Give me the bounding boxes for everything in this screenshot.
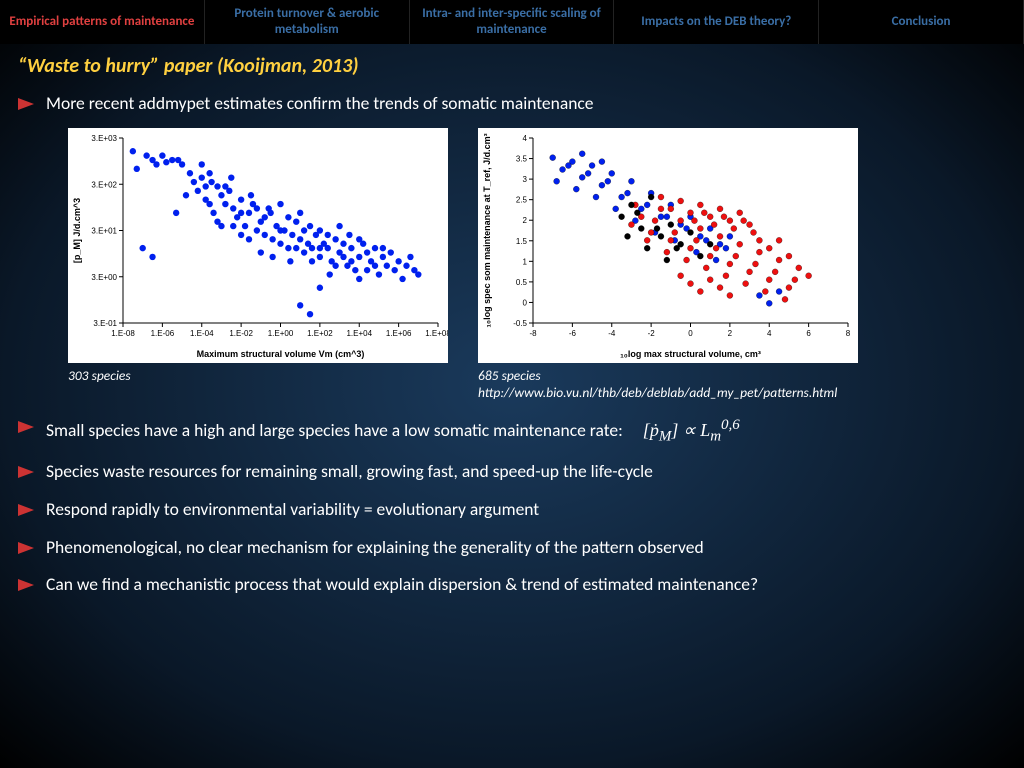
tab[interactable]: Conclusion: [819, 0, 1024, 44]
bullet-row: Phenomenological, no clear mechanism for…: [18, 536, 1006, 560]
bullet-text: Small species have a high and large spec…: [46, 415, 740, 447]
bullet-row: Species waste resources for remaining sm…: [18, 460, 1006, 484]
svg-text:₁₀log spec som maintenance at: ₁₀log spec som maintenance at T_ref, J/d…: [482, 133, 492, 327]
chart1-caption: 303 species: [68, 367, 448, 384]
bullet-row: Small species have a high and large spec…: [18, 415, 1006, 447]
svg-text:3.E+00: 3.E+00: [91, 272, 117, 281]
chart2-caption-text: 685 species: [478, 367, 541, 384]
svg-text:1.E+06: 1.E+06: [386, 329, 412, 338]
svg-text:6: 6: [806, 329, 811, 338]
svg-text:3.E+01: 3.E+01: [91, 226, 117, 235]
tab[interactable]: Empirical patterns of maintenance: [0, 0, 205, 44]
svg-text:2.5: 2.5: [516, 195, 528, 204]
svg-text:1.E+02: 1.E+02: [307, 329, 333, 338]
svg-text:[p_M] J/d.cm^3: [p_M] J/d.cm^3: [72, 197, 82, 262]
svg-text:1.E+04: 1.E+04: [346, 329, 372, 338]
svg-text:0: 0: [523, 298, 528, 307]
bullet-text: Phenomenological, no clear mechanism for…: [46, 536, 704, 560]
svg-text:-2: -2: [648, 329, 656, 338]
lead-bullet: More recent addmypet estimates confirm t…: [18, 92, 1006, 116]
arrow-icon: [18, 466, 34, 478]
svg-text:-4: -4: [608, 329, 616, 338]
svg-text:1.E+00: 1.E+00: [268, 329, 294, 338]
svg-text:1.E-02: 1.E-02: [229, 329, 253, 338]
chart1: 1.E-08 1.E-06 1.E-04 1.E-02 1.E+00 1.E+02 1.E+…: [68, 128, 448, 363]
chart1-wrap: 1.E-08 1.E-06 1.E-04 1.E-02 1.E+00 1.E+02 1.E+…: [68, 128, 448, 401]
svg-text:-8: -8: [529, 329, 537, 338]
bullets-lower: Small species have a high and large spec…: [18, 415, 1006, 597]
arrow-icon: [18, 421, 34, 433]
svg-text:0: 0: [688, 329, 693, 338]
svg-text:3.E+03: 3.E+03: [91, 134, 117, 143]
svg-text:₁₀log max structural volume, c: ₁₀log max structural volume, cm³: [620, 349, 761, 359]
tab-bar: Empirical patterns of maintenanceProtein…: [0, 0, 1024, 44]
bullet-row: Respond rapidly to environmental variabi…: [18, 498, 1006, 522]
svg-text:3.E-01: 3.E-01: [93, 319, 117, 328]
bullet-row: Can we find a mechanistic process that w…: [18, 573, 1006, 597]
formula: [ṗM] ∝ Lm0,6: [643, 420, 740, 440]
tab[interactable]: Impacts on the DEB theory?: [614, 0, 819, 44]
arrow-icon: [18, 579, 34, 591]
svg-text:-6: -6: [569, 329, 577, 338]
svg-text:2: 2: [523, 216, 528, 225]
arrow-icon: [18, 542, 34, 554]
svg-text:4: 4: [523, 134, 528, 143]
svg-text:3: 3: [523, 175, 528, 184]
tab[interactable]: Intra- and inter-specific scaling of mai…: [410, 0, 615, 44]
slide-title: “Waste to hurry” paper (Kooijman, 2013): [18, 54, 1006, 78]
svg-text:Maximum structural volume Vm (: Maximum structural volume Vm (cm^3): [197, 349, 365, 359]
svg-text:0.5: 0.5: [516, 278, 528, 287]
arrow-icon: [18, 504, 34, 516]
svg-text:2: 2: [728, 329, 733, 338]
chart2-caption-url: http://www.bio.vu.nl/thb/deb/deblab/add_…: [478, 384, 837, 401]
arrow-icon: [18, 98, 34, 110]
lead-bullet-text: More recent addmypet estimates confirm t…: [46, 92, 594, 116]
svg-text:4: 4: [767, 329, 772, 338]
bullet-text: Species waste resources for remaining sm…: [46, 460, 653, 484]
svg-text:1.E-08: 1.E-08: [111, 329, 135, 338]
tab[interactable]: Protein turnover & aerobic metabolism: [205, 0, 410, 44]
chart2: -8 -6 -4 -2 0 2 4 6 8 -0.5 0 0.5 1 1.5 2 2.5 3 3.5 4 ₁₀log …: [478, 128, 858, 363]
bullet-text: Respond rapidly to environmental variabi…: [46, 498, 539, 522]
svg-text:1.E+08: 1.E+08: [425, 329, 448, 338]
charts-row: 1.E-08 1.E-06 1.E-04 1.E-02 1.E+00 1.E+02 1.E+…: [68, 128, 1006, 401]
chart2-wrap: -8 -6 -4 -2 0 2 4 6 8 -0.5 0 0.5 1 1.5 2 2.5 3 3.5 4 ₁₀log …: [478, 128, 858, 401]
svg-text:3.E+02: 3.E+02: [91, 180, 117, 189]
svg-text:3.5: 3.5: [516, 154, 528, 163]
svg-text:1: 1: [523, 257, 528, 266]
svg-text:8: 8: [846, 329, 851, 338]
svg-text:1.E-06: 1.E-06: [151, 329, 175, 338]
chart2-caption: 685 species http://www.bio.vu.nl/thb/deb…: [478, 367, 858, 401]
bullet-text: Can we find a mechanistic process that w…: [46, 573, 758, 597]
svg-text:-0.5: -0.5: [513, 319, 527, 328]
svg-text:1.5: 1.5: [516, 236, 528, 245]
svg-text:1.E-04: 1.E-04: [190, 329, 214, 338]
slide-content: “Waste to hurry” paper (Kooijman, 2013) …: [0, 44, 1024, 621]
